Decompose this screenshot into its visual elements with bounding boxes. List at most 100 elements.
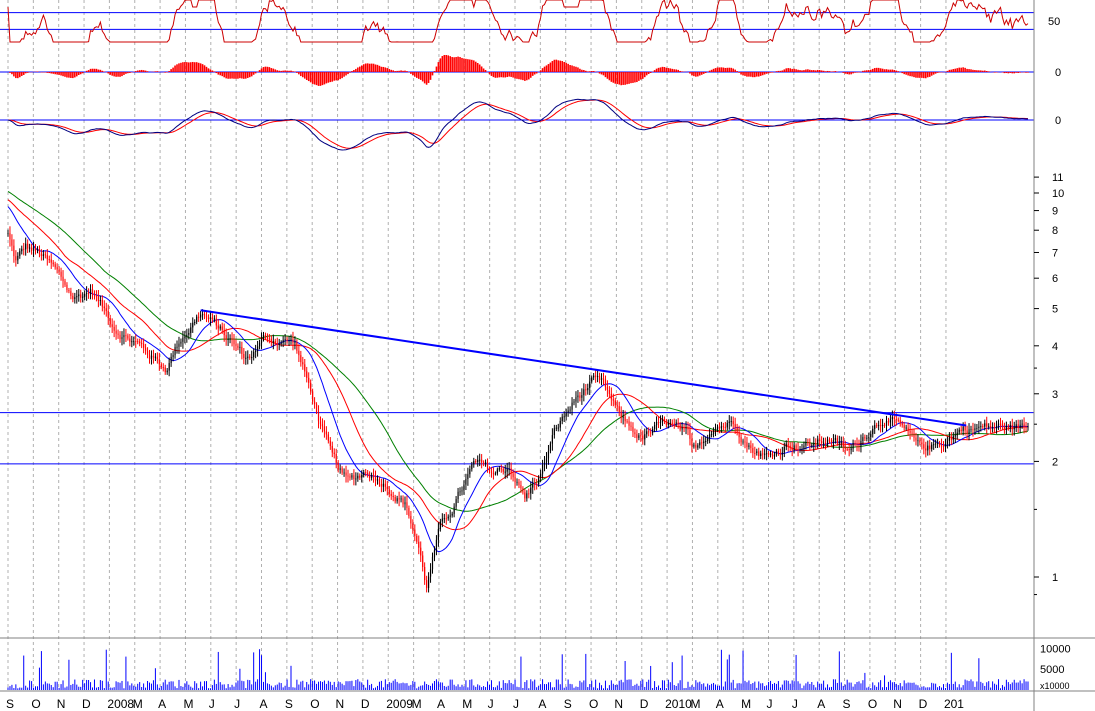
candle-body [70, 291, 72, 296]
x-tick-label: 2008 [107, 697, 134, 711]
candle-body [280, 342, 282, 345]
candle-body [300, 355, 302, 363]
candle-body [286, 339, 288, 342]
x-tick-label: A [817, 697, 825, 711]
candle-body [587, 388, 589, 391]
candle-body [484, 462, 487, 464]
candle-body [215, 318, 217, 326]
candle-body [133, 340, 135, 342]
candle-body [494, 473, 496, 475]
candle-body [880, 425, 882, 427]
candle-body [154, 356, 156, 358]
candle-body [506, 469, 508, 472]
macd-tick-label: 0 [1055, 115, 1061, 127]
candle-body [490, 471, 493, 474]
x-tick-label: J [234, 697, 240, 711]
candle-body [56, 267, 58, 270]
candle-body [256, 346, 259, 352]
price-tick-label: 9 [1052, 206, 1058, 218]
candle-body [775, 450, 778, 455]
candle-body [555, 427, 557, 429]
candle-body [253, 351, 255, 358]
candle-body [260, 338, 263, 343]
candle-body [644, 434, 646, 440]
candle-body [481, 459, 483, 463]
candle-body [850, 448, 852, 451]
candle-body [229, 338, 231, 340]
volume-panel [7, 649, 1029, 690]
candle-body [899, 420, 901, 424]
candle-body [78, 294, 80, 297]
candle-body [141, 343, 143, 345]
candle-body [819, 439, 821, 442]
candle-body [781, 452, 783, 455]
candle-body [561, 416, 563, 422]
candle-body [449, 515, 451, 517]
candle-body [972, 428, 974, 431]
candle-body [931, 444, 933, 450]
candle-body [427, 576, 430, 588]
candle-body [227, 338, 229, 340]
candle-body [701, 442, 703, 444]
x-tick-label: J [209, 697, 215, 711]
candle-body [976, 427, 978, 429]
candle-body [744, 441, 746, 443]
candle-body [691, 438, 693, 447]
candle-body [559, 421, 561, 428]
candle-body [860, 440, 862, 446]
candle-body [593, 375, 595, 378]
candle-body [962, 426, 964, 431]
candle-body [624, 416, 626, 422]
candle-body [315, 404, 318, 413]
candle-body [522, 488, 524, 493]
candle-body [536, 484, 538, 486]
x-tick-label: J [513, 697, 519, 711]
candle-body [669, 422, 671, 424]
candle-body [604, 379, 607, 387]
candle-body [657, 421, 660, 423]
candle-body [766, 453, 768, 455]
candle-body [410, 516, 412, 524]
candle-body [76, 296, 78, 298]
candle-body [50, 259, 52, 263]
x-tick-label: A [716, 697, 724, 711]
candle-body [726, 422, 728, 428]
candle-body [32, 248, 35, 251]
candle-body [241, 346, 243, 355]
candle-body [543, 462, 546, 465]
candle-body [789, 445, 791, 448]
candle-body [771, 453, 774, 457]
x-tick-label: A [260, 697, 268, 711]
candle-body [732, 421, 734, 425]
candle-body [960, 429, 962, 431]
candle-body [638, 435, 640, 438]
candle-body [40, 253, 43, 257]
candle-body [567, 410, 569, 413]
candle-body [170, 356, 172, 364]
candle-body [504, 471, 506, 473]
x-tick-label: S [6, 697, 14, 711]
x-tick-label: A [538, 697, 546, 711]
candle-body [451, 513, 453, 516]
candle-body [1009, 424, 1011, 429]
x-tick-label: A [158, 697, 166, 711]
candle-body [730, 421, 732, 423]
candle-body [823, 442, 825, 444]
candle-body [828, 439, 831, 442]
candle-body [622, 416, 624, 418]
candle-body [479, 459, 481, 461]
candle-body [172, 355, 174, 357]
candle-body [188, 332, 190, 335]
candle-body [1025, 427, 1027, 429]
candle-body [424, 567, 426, 581]
candle-body [709, 434, 711, 438]
candle-body [1027, 426, 1029, 428]
candle-body [64, 280, 66, 285]
candle-body [648, 431, 650, 433]
candle-body [858, 445, 860, 447]
candle-body [374, 475, 377, 481]
candle-body [243, 354, 245, 358]
candle-body [162, 367, 164, 369]
candle-body [125, 335, 127, 337]
candle-body [705, 441, 707, 443]
